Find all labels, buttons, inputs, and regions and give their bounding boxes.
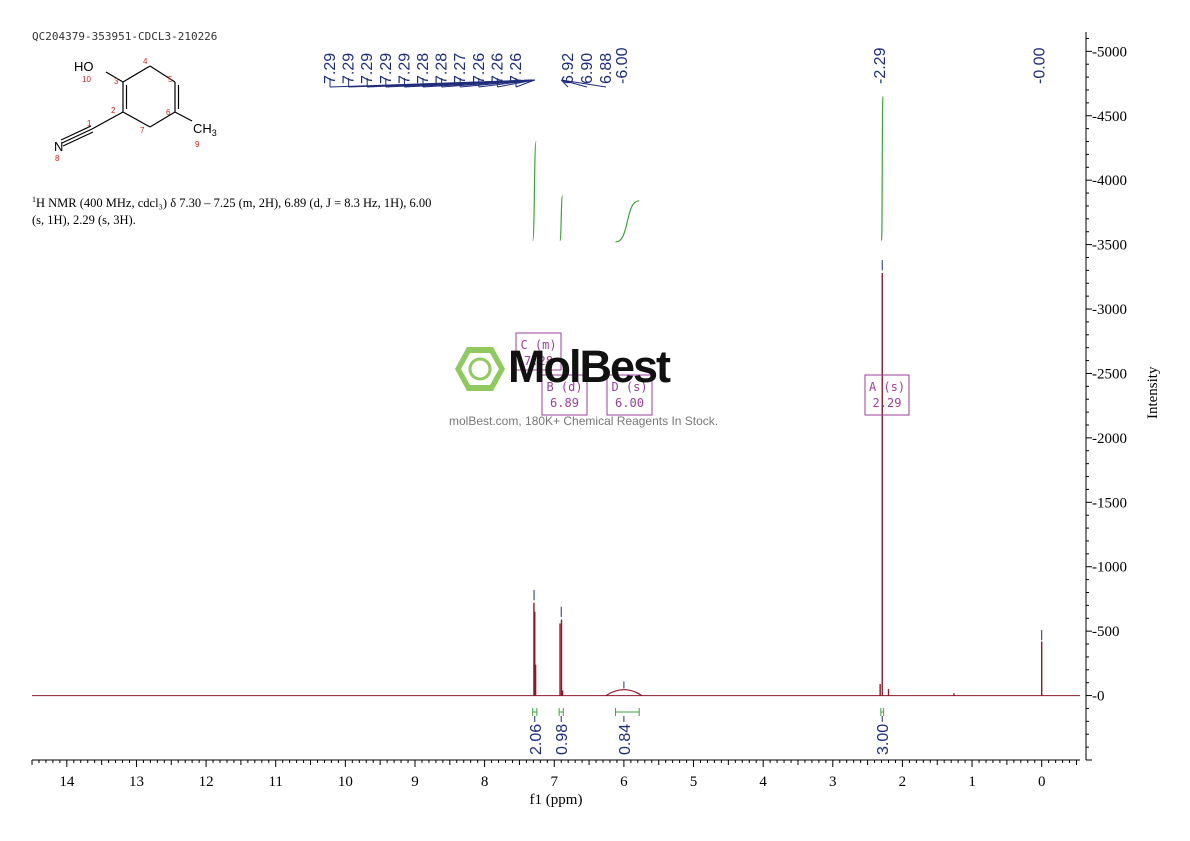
peak-leader-line bbox=[515, 79, 535, 88]
molecule-structure: HO N CH3 1 2 3 4 5 6 7 8 9 10 bbox=[40, 55, 240, 170]
peak-label: 6.88 bbox=[598, 53, 615, 84]
multiplet-box bbox=[515, 332, 562, 371]
molbest-logo-icon bbox=[454, 345, 506, 398]
x-tick-label: 14 bbox=[59, 774, 75, 790]
integral-value: 3.00 bbox=[875, 724, 892, 755]
peak-leader-line bbox=[560, 79, 569, 88]
x-tick-label: 11 bbox=[268, 774, 282, 790]
x-tick-label: 1 bbox=[968, 774, 976, 790]
peak-label: 7.28 bbox=[434, 53, 451, 84]
integral-value: 0.98 bbox=[554, 724, 571, 755]
nucleus-mass: 1 bbox=[32, 195, 36, 204]
multiplet-box bbox=[541, 374, 588, 416]
integral-value: 0.84 bbox=[617, 724, 634, 755]
x-tick-label: 12 bbox=[199, 774, 214, 790]
y-tick-label: -2000 bbox=[1092, 431, 1127, 447]
peak-label: 7.26 bbox=[489, 53, 506, 84]
atom-number: 5 bbox=[168, 75, 173, 84]
x-tick-label: 9 bbox=[411, 774, 419, 790]
peak-label: 7.29 bbox=[341, 53, 358, 84]
y-tick-label: -2500 bbox=[1092, 366, 1127, 382]
x-tick-label: 5 bbox=[690, 774, 698, 790]
nitrogen-label: N bbox=[54, 139, 63, 154]
peak-label: 7.26 bbox=[471, 53, 488, 84]
integral-curve bbox=[615, 200, 640, 243]
multiplet-shift: 2.29 bbox=[873, 396, 902, 410]
peak-label: 7.29 bbox=[322, 53, 339, 84]
atom-number: 6 bbox=[166, 108, 171, 117]
peak-label: -2.29 bbox=[872, 47, 889, 84]
peak-label: 7.28 bbox=[415, 53, 432, 84]
x-axis-label: f1 (ppm) bbox=[530, 792, 583, 808]
multiplet-shift: 6.89 bbox=[550, 396, 579, 410]
multiplet-label: C (m) bbox=[520, 338, 556, 352]
y-tick-label: -1500 bbox=[1092, 495, 1127, 511]
sample-id: QC204379-353951-CDCL3-210226 bbox=[32, 30, 218, 43]
peak-label: 7.29 bbox=[359, 53, 376, 84]
x-tick-label: 6 bbox=[620, 774, 628, 790]
peak-label: 7.26 bbox=[508, 53, 525, 84]
multiplet-shift: 6.00 bbox=[615, 396, 644, 410]
peak-label: 6.90 bbox=[579, 53, 596, 84]
integral-curve bbox=[559, 195, 564, 242]
atom-number: 3 bbox=[114, 77, 119, 86]
peak-label: 7.27 bbox=[452, 53, 469, 84]
multiplet-label: B (d) bbox=[546, 380, 582, 394]
peak-leader-line bbox=[561, 79, 607, 88]
integral-curve bbox=[880, 95, 884, 242]
multiplet-label: A (s) bbox=[869, 380, 905, 394]
y-tick-label: -500 bbox=[1092, 624, 1120, 640]
multiplet-label: D (s) bbox=[611, 380, 647, 394]
multiplet-box bbox=[864, 374, 910, 416]
atom-number: 1 bbox=[87, 119, 92, 128]
x-tick-label: 10 bbox=[338, 774, 353, 790]
peak-label: -0.00 bbox=[1032, 47, 1049, 84]
y-tick-label: -3500 bbox=[1092, 238, 1127, 254]
atom-number: 2 bbox=[111, 106, 116, 115]
x-tick-label: 13 bbox=[129, 774, 144, 790]
y-tick-label: -5000 bbox=[1092, 44, 1127, 60]
x-tick-label: 4 bbox=[759, 774, 767, 790]
atom-number: 7 bbox=[140, 126, 145, 135]
atom-number: 10 bbox=[82, 75, 91, 84]
multiplet-box bbox=[606, 374, 653, 416]
nmr-description: 1H NMR (400 MHz, cdcl₃) δ 7.30 – 7.25 (m… bbox=[32, 191, 432, 229]
integral-value: 2.06 bbox=[528, 724, 545, 755]
x-tick-label: 0 bbox=[1038, 774, 1046, 790]
y-tick-label: -0 bbox=[1092, 689, 1105, 705]
atom-number: 8 bbox=[55, 154, 60, 163]
atom-number: 9 bbox=[195, 140, 200, 149]
peak-label: 7.29 bbox=[396, 53, 413, 84]
watermark-tagline: molBest.com, 180K+ Chemical Reagents In … bbox=[449, 414, 719, 428]
x-tick-label: 2 bbox=[899, 774, 907, 790]
x-tick-label: 3 bbox=[829, 774, 837, 790]
methyl-label: CH3 bbox=[193, 121, 217, 138]
peak-label: 7.29 bbox=[378, 53, 395, 84]
multiplet-shift: 7.28 bbox=[524, 354, 553, 368]
peak-label: 6.92 bbox=[560, 53, 577, 84]
atom-number: 4 bbox=[143, 57, 148, 66]
peak-label: -6.00 bbox=[614, 47, 631, 84]
y-axis-label: Intensity bbox=[1145, 366, 1161, 419]
hydroxyl-label: HO bbox=[74, 59, 94, 74]
watermark-brand: MolBest bbox=[508, 341, 671, 392]
y-tick-label: -4000 bbox=[1092, 173, 1127, 189]
y-tick-label: -4500 bbox=[1092, 109, 1127, 125]
integral-curve bbox=[532, 140, 537, 242]
peak-leader-line bbox=[478, 79, 535, 88]
spectrum-peak bbox=[605, 689, 643, 697]
y-tick-label: -3000 bbox=[1092, 302, 1127, 318]
x-tick-label: 7 bbox=[551, 774, 559, 790]
x-tick-label: 8 bbox=[481, 774, 489, 790]
nmr-description-text: H NMR (400 MHz, cdcl₃) δ 7.30 – 7.25 (m,… bbox=[32, 196, 432, 228]
y-tick-label: -1000 bbox=[1092, 560, 1127, 576]
